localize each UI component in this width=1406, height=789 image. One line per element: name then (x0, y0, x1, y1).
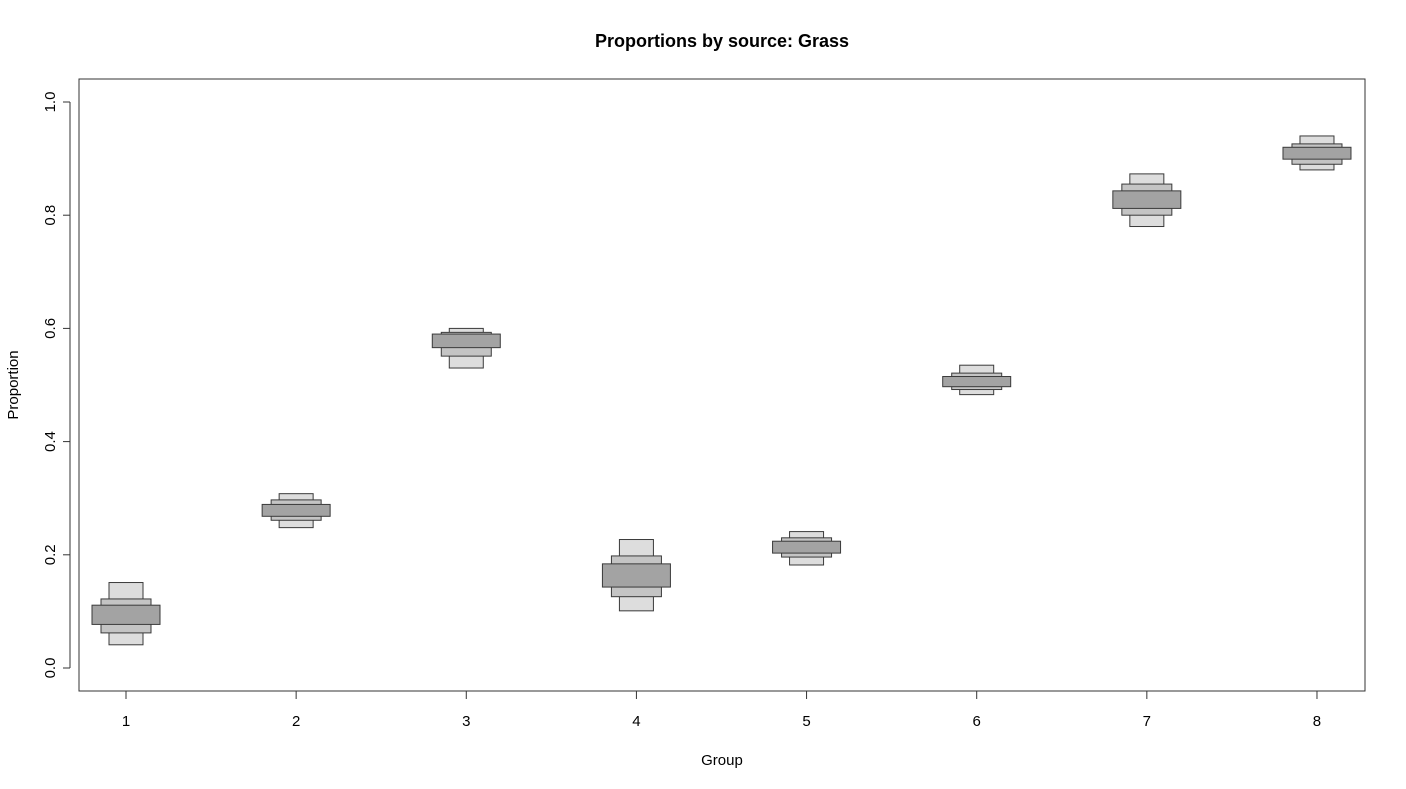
interval-box-inner (601, 563, 671, 588)
x-tick-label: 8 (1313, 713, 1321, 730)
interval-box-inner (942, 376, 1012, 388)
y-tick-label: 0.4 (42, 431, 59, 452)
x-tick-label: 1 (122, 713, 130, 730)
x-axis: 1 2 3 4 5 6 7 8 (122, 690, 1321, 730)
interval-box-inner (1282, 146, 1352, 160)
chart-title: Proportions by source: Grass (595, 31, 849, 51)
y-axis-label: Proportion (5, 350, 22, 419)
x-tick-label: 7 (1143, 713, 1151, 730)
group-3-intervals (431, 327, 501, 369)
y-tick-label: 0.2 (42, 544, 59, 565)
interval-box-inner (91, 604, 161, 625)
x-tick-label: 3 (462, 713, 470, 730)
x-tick-label: 4 (632, 713, 640, 730)
group-7-intervals (1112, 173, 1182, 228)
group-5-intervals (772, 531, 842, 566)
group-8-intervals (1282, 135, 1352, 171)
interval-box-inner (431, 333, 501, 349)
y-tick-label: 0.6 (42, 318, 59, 339)
y-tick-label: 1.0 (42, 92, 59, 113)
group-1-intervals (91, 582, 161, 646)
y-tick-label: 0.8 (42, 205, 59, 226)
group-6-intervals (942, 364, 1012, 396)
y-tick-label: 0.0 (42, 658, 59, 679)
group-4-intervals (601, 539, 671, 612)
plot-frame (78, 78, 1366, 692)
interval-boxes (91, 135, 1352, 646)
interval-box-inner (1112, 190, 1182, 209)
x-tick-label: 2 (292, 713, 300, 730)
x-axis-label: Group (701, 752, 743, 769)
y-axis: 0.0 0.2 0.4 0.6 0.8 1.0 (42, 92, 71, 679)
x-tick-label: 5 (802, 713, 810, 730)
interval-box-inner (772, 540, 842, 554)
x-tick-label: 6 (973, 713, 981, 730)
group-2-intervals (261, 493, 331, 529)
interval-box-inner (261, 503, 331, 517)
